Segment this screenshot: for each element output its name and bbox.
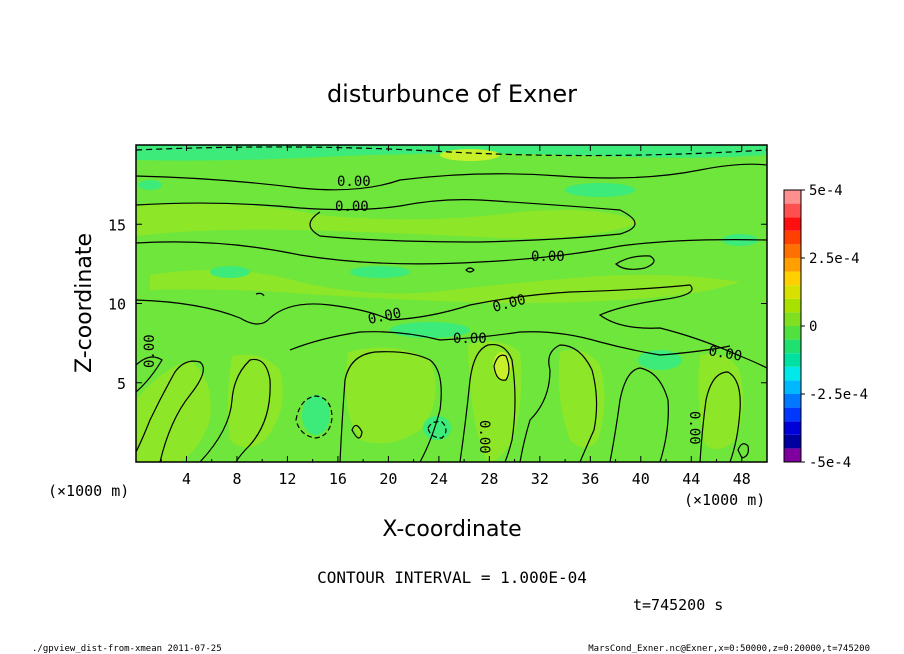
field-patch-light [136, 202, 640, 239]
colorbar-tick-label: -5e-4 [809, 455, 851, 471]
colorbar-segment [784, 190, 801, 204]
colorbar-segment [784, 312, 801, 326]
y-tick-label: 5 [117, 375, 126, 393]
contour-label: 0.00 [335, 199, 369, 215]
field-patch-light [345, 347, 436, 444]
colorbar-segment [784, 394, 801, 408]
x-axis-title: X-coordinate [382, 517, 521, 542]
y-axis: 5 10 15 [108, 216, 767, 393]
colorbar-segment [784, 203, 801, 218]
colorbar-segment [784, 339, 801, 354]
field-patch-yellow [440, 149, 500, 161]
y-tick-label: 15 [108, 216, 126, 234]
x-tick-label: 32 [531, 470, 549, 488]
field-patch-cyan [565, 183, 635, 197]
field-patch-light [150, 269, 740, 304]
field-patch-cyan [350, 266, 410, 278]
contour-label: 0.00 [531, 249, 565, 265]
contour-labels: 0.00 0.00 0.00 0.00 0.00 0.00 0.00 0.00 … [142, 174, 743, 454]
colorbar-tick-label: 0 [809, 319, 817, 335]
x-tick-label: 36 [581, 470, 599, 488]
x-tick-label: 20 [379, 470, 397, 488]
colorbar-tick-label: 5e-4 [809, 183, 843, 199]
y-unit-label: (×1000 m) [48, 482, 129, 500]
time-stamp: t=745200 s [633, 596, 723, 614]
colorbar-segment [784, 217, 801, 231]
field-patch-light [698, 354, 744, 449]
footer-left: ./gpview_dist-from-xmean 2011-07-25 [32, 644, 222, 654]
field-patch-cyan [210, 266, 250, 278]
colorbar-segment [784, 448, 801, 462]
contour-label: 0.00 [367, 305, 403, 328]
colorbar-segment [784, 407, 801, 422]
colorbar-segment [784, 434, 801, 449]
x-tick-label: 8 [232, 470, 241, 488]
footer-right: MarsCond_Exner.nc@Exner,x=0:50000,z=0:20… [588, 644, 870, 654]
colorbar-segment [784, 285, 801, 299]
contour-label: 0.00 [453, 331, 487, 347]
x-tick-label: 24 [430, 470, 448, 488]
colorbar-segment [784, 244, 801, 258]
x-tick-label: 28 [480, 470, 498, 488]
colorbar-segment [784, 271, 801, 286]
contour-label: 0.00 [707, 343, 743, 365]
field-patch-cyan [423, 416, 451, 440]
field-patch-light [136, 360, 211, 462]
colorbar-segment [784, 326, 801, 340]
field-patch-cyan [302, 395, 330, 435]
y-axis-title: Z-coordinate [72, 233, 97, 373]
colorbar-ticks: 5e-4 2.5e-4 0 -2.5e-4 -5e-4 [801, 183, 868, 471]
colorbar-segment [784, 298, 801, 313]
x-tick-label: 48 [733, 470, 751, 488]
x-tick-label: 4 [182, 470, 191, 488]
colorbar-segment [784, 258, 801, 272]
x-unit-label: (×1000 m) [684, 491, 765, 509]
colorbar-segment [784, 366, 801, 381]
x-axis: 4 8 12 16 20 24 28 32 36 40 44 48 [160, 145, 751, 488]
x-tick-label: 16 [329, 470, 347, 488]
contour-lines [136, 146, 767, 462]
contour-label: 0.00 [142, 334, 158, 368]
colorbar [784, 190, 801, 462]
field-patch-cyan [638, 350, 682, 370]
contour-interval: CONTOUR INTERVAL = 1.000E-04 [317, 568, 587, 587]
plot-area: 0.00 0.00 0.00 0.00 0.00 0.00 0.00 0.00 … [136, 145, 767, 462]
x-tick-label: 40 [632, 470, 650, 488]
colorbar-tick-label: -2.5e-4 [809, 387, 868, 403]
colorbar-tick-label: 2.5e-4 [809, 251, 860, 267]
colorbar-segment [784, 230, 801, 245]
contour-label: 0.00 [337, 174, 371, 190]
contour-label: 0.00 [686, 411, 702, 445]
field-patch-cyan [138, 180, 162, 190]
colorbar-segment [784, 421, 801, 435]
x-tick-label: 12 [278, 470, 296, 488]
colorbar-segment [784, 380, 801, 394]
y-tick-label: 10 [108, 296, 126, 314]
x-tick-label: 44 [682, 470, 700, 488]
colorbar-segment [784, 353, 801, 367]
chart-title: disturbunce of Exner [327, 80, 577, 108]
contour-label: 0.00 [476, 420, 492, 454]
